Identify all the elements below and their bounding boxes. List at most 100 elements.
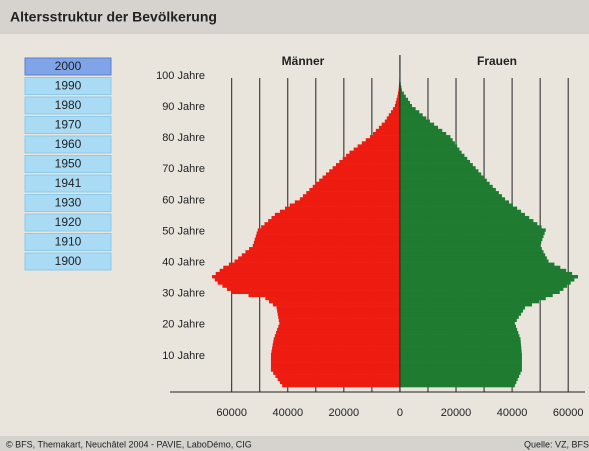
year-label: 1970 [55, 118, 82, 132]
year-button[interactable] [24, 233, 112, 251]
bar [399, 212, 525, 217]
bar [289, 203, 400, 207]
bar [399, 337, 521, 341]
footer-bar [0, 436, 589, 451]
y-tick-label: 20 Jahre [162, 319, 205, 331]
bar [399, 225, 542, 229]
bar [273, 337, 400, 341]
bar [322, 175, 400, 179]
bar [399, 113, 423, 117]
bar [217, 281, 400, 285]
bar [277, 312, 400, 316]
bar [399, 197, 506, 201]
bar [332, 166, 400, 170]
bar [270, 365, 400, 369]
bar [395, 100, 400, 105]
bar [226, 287, 400, 291]
bar [215, 271, 400, 276]
y-tick-label: 50 Jahre [162, 225, 205, 237]
bar [399, 324, 517, 329]
bar [329, 169, 400, 173]
bar [256, 231, 400, 235]
bar [399, 296, 546, 301]
bar [399, 315, 519, 319]
bar [388, 113, 400, 117]
year-label: 1980 [55, 98, 82, 112]
bar [369, 135, 400, 139]
bar [268, 299, 400, 304]
bar [399, 147, 460, 151]
bar [399, 194, 502, 198]
bar [399, 262, 555, 267]
bar [399, 200, 510, 204]
year-button[interactable] [24, 213, 112, 232]
year-button[interactable] [24, 57, 112, 76]
bar [399, 247, 542, 251]
bar [399, 234, 544, 239]
bar [278, 318, 400, 322]
bar [399, 88, 402, 92]
bar [399, 355, 522, 360]
bar [399, 268, 567, 273]
bar [273, 371, 400, 375]
bar [399, 228, 546, 232]
bar [212, 275, 400, 279]
year-button[interactable] [24, 252, 112, 271]
year-label: 1941 [55, 176, 82, 190]
bar [234, 259, 400, 263]
bar [275, 331, 400, 335]
bar [399, 243, 541, 248]
bar [399, 259, 549, 263]
y-tick-label: 70 Jahre [162, 163, 205, 175]
bar [223, 265, 400, 270]
bar [399, 271, 573, 276]
bar [399, 318, 517, 322]
bar [399, 275, 578, 279]
bar [399, 91, 404, 95]
bar [399, 334, 520, 338]
bar [336, 163, 400, 167]
year-button[interactable] [24, 116, 112, 134]
bar [399, 250, 544, 254]
bar [219, 268, 400, 273]
bar [365, 138, 400, 142]
credit: © BFS, Themakart, Neuchâtel 2004 - PAVIE… [6, 439, 252, 449]
bar [399, 219, 534, 223]
title: Altersstruktur der Bevölkerung [10, 9, 217, 25]
bar [248, 293, 400, 298]
bar [270, 368, 400, 372]
bar [361, 141, 400, 145]
y-tick-label: 90 Jahre [162, 101, 205, 113]
bar [399, 125, 439, 130]
source: Quelle: VZ, BFS [524, 439, 589, 449]
bar [274, 212, 400, 217]
year-label: 1960 [55, 137, 82, 151]
bar [399, 321, 515, 326]
year-button[interactable] [24, 174, 112, 193]
year-button[interactable] [24, 77, 112, 95]
bar [399, 138, 453, 142]
year-button[interactable] [24, 155, 112, 173]
bar [346, 153, 400, 158]
bar [399, 231, 545, 235]
x-tick-label: 60000 [216, 407, 247, 419]
bar [265, 296, 400, 301]
year-button[interactable] [24, 135, 112, 154]
year-button[interactable] [24, 194, 112, 212]
bar [399, 150, 462, 155]
bar [399, 97, 409, 102]
bar [279, 209, 400, 214]
header-bar [0, 0, 589, 34]
bar [309, 187, 400, 192]
bar [399, 107, 416, 111]
year-button[interactable] [24, 96, 112, 115]
bar [394, 103, 400, 108]
bar [294, 200, 400, 204]
bar [399, 215, 530, 220]
bar [399, 187, 496, 192]
bar [399, 240, 542, 245]
bar [238, 256, 400, 260]
bar [399, 181, 490, 186]
bar [399, 166, 476, 170]
